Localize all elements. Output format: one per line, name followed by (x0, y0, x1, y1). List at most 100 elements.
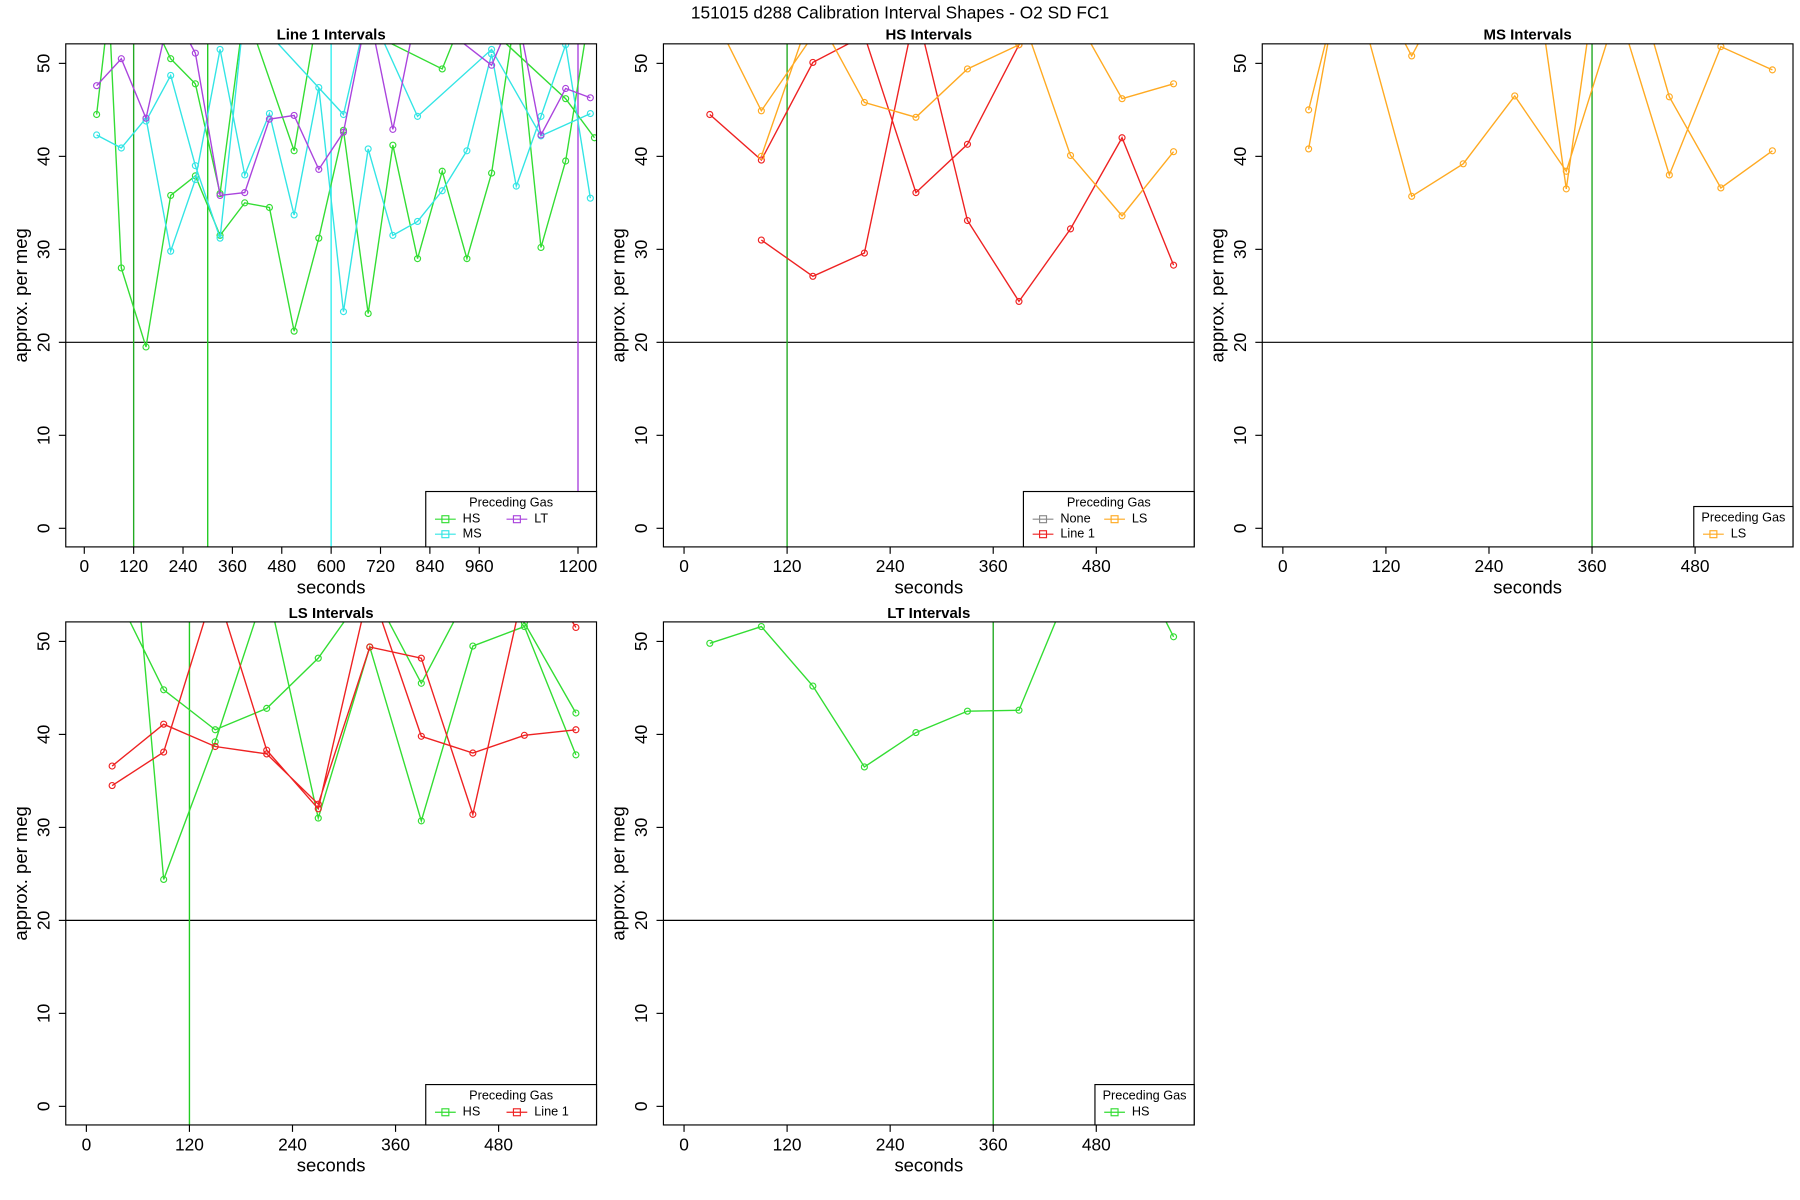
x-tick-label: 240 (876, 1134, 905, 1154)
panel: LT Intervals seconds approx. per meg 0 120 24… (607, 583, 1195, 1175)
legend-label: HS (1132, 1105, 1150, 1119)
data-point (167, 247, 175, 255)
data-point (1145, 583, 1151, 589)
data-point (521, 583, 527, 589)
data-point (389, 125, 397, 133)
data-point (562, 95, 570, 103)
data-point (469, 642, 477, 650)
data-point (1068, 583, 1074, 589)
legend-label: LT (534, 512, 548, 526)
legend-label: Line 1 (1060, 527, 1095, 541)
x-tick-label: 960 (465, 556, 494, 576)
data-point (135, 583, 141, 589)
data-point (417, 817, 425, 825)
data-point (757, 622, 765, 631)
data-point (415, 5, 421, 11)
plot-frame (1261, 43, 1794, 548)
panel: LS Intervals seconds approx. per meg 0 120 24… (10, 583, 598, 1175)
y-tick-label: 40 (1230, 147, 1250, 166)
x-tick-label: 0 (79, 556, 89, 576)
data-point (1169, 261, 1178, 269)
y-tick-label: 20 (34, 911, 54, 930)
data-point (211, 742, 219, 751)
series-line (111, 621, 577, 817)
data-point (586, 94, 594, 102)
data-point (1408, 192, 1416, 200)
data-point (117, 55, 125, 63)
data-point (93, 82, 101, 90)
x-axis-label: seconds (894, 1154, 963, 1175)
data-point (315, 83, 323, 92)
legend-box (1094, 1083, 1195, 1126)
x-tick-label: 480 (267, 556, 296, 576)
y-tick-label: 30 (631, 240, 651, 259)
x-tick-label: 240 (169, 556, 198, 576)
data-point (572, 623, 580, 632)
data-point (1615, 5, 1621, 11)
data-point (117, 264, 125, 272)
x-tick-label: 360 (381, 1134, 410, 1154)
x-tick-label: 480 (1082, 556, 1111, 576)
data-point (314, 814, 322, 822)
data-point (1331, 5, 1337, 11)
legend-label: Line 1 (534, 1105, 569, 1119)
data-point (488, 61, 496, 69)
x-tick-label: 0 (1278, 556, 1288, 576)
data-point (547, 583, 553, 589)
data-point (216, 191, 224, 199)
y-tick-label: 30 (34, 240, 54, 259)
legend-marker (441, 1108, 450, 1117)
y-tick-label: 20 (631, 333, 651, 352)
x-axis-label: seconds (297, 576, 366, 597)
data-point (242, 5, 248, 11)
x-tick-label: 120 (773, 1134, 802, 1154)
y-tick-label: 40 (631, 147, 651, 166)
data-point (537, 131, 545, 139)
data-point (860, 98, 868, 107)
legend-marker (441, 515, 450, 524)
data-point (963, 707, 972, 715)
y-tick-label: 0 (34, 523, 54, 533)
data-point (757, 156, 765, 164)
data-point (706, 110, 714, 119)
y-axis-label: approx. per meg (10, 806, 31, 940)
data-point (167, 191, 175, 199)
data-point (265, 115, 274, 123)
data-point (290, 211, 298, 219)
data-point (191, 49, 199, 57)
legend-label: LS (1132, 512, 1148, 526)
data-point (290, 327, 298, 335)
data-point (1015, 43, 1023, 49)
data-point (191, 80, 199, 88)
data-point (757, 152, 765, 160)
data-point (464, 5, 470, 11)
data-point (520, 731, 528, 739)
legend-title: Preceding Gas (1067, 495, 1151, 509)
data-point (315, 234, 323, 242)
data-point (160, 720, 168, 728)
data-point (191, 162, 199, 170)
data-point (365, 5, 371, 11)
data-point (1015, 706, 1023, 714)
data-point (160, 748, 168, 756)
data-point (211, 738, 219, 746)
data-point (1383, 5, 1389, 11)
data-point (264, 583, 270, 589)
data-point (463, 255, 471, 263)
data-point (106, 5, 112, 11)
series-line (96, 43, 592, 312)
legend-label: None (1060, 512, 1090, 526)
x-tick-label: 120 (175, 1134, 204, 1154)
data-point (389, 141, 397, 149)
data-point (438, 167, 446, 175)
panel: HS Intervals seconds approx. per meg 0 120 24… (607, 27, 1195, 597)
x-axis-label: seconds (297, 1154, 366, 1175)
data-point (1641, 5, 1647, 11)
data-point (438, 187, 446, 195)
legend-label: HS (463, 512, 481, 526)
y-tick-label: 50 (631, 632, 651, 651)
data-point (1562, 167, 1570, 175)
data-point (586, 194, 594, 202)
data-point (364, 145, 372, 153)
data-point (520, 621, 528, 627)
